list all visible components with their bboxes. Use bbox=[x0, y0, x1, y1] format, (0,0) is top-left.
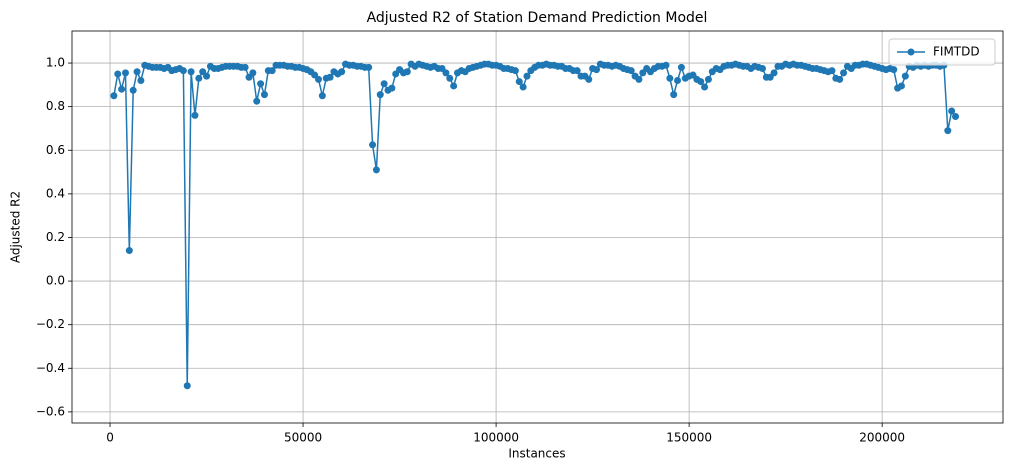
data-point bbox=[670, 91, 678, 99]
data-point bbox=[203, 72, 211, 80]
data-point bbox=[268, 67, 276, 75]
data-point bbox=[257, 80, 265, 88]
y-tick-label: 1.0 bbox=[46, 56, 65, 70]
data-point bbox=[365, 63, 373, 71]
data-point bbox=[585, 75, 593, 83]
x-tick-label: 200000 bbox=[859, 431, 905, 445]
x-tick-label: 100000 bbox=[473, 431, 519, 445]
data-point bbox=[677, 63, 685, 71]
y-tick-label: 0.0 bbox=[46, 274, 65, 288]
data-point bbox=[125, 247, 133, 255]
y-tick-label: 0.4 bbox=[46, 186, 65, 200]
data-point bbox=[179, 67, 187, 75]
data-point bbox=[836, 75, 844, 83]
data-point bbox=[191, 111, 199, 119]
chart-title: Adjusted R2 of Station Demand Prediction… bbox=[367, 10, 708, 26]
data-point bbox=[326, 73, 334, 81]
y-tick-label: 0.6 bbox=[46, 143, 65, 157]
data-point bbox=[770, 69, 778, 77]
data-point bbox=[253, 97, 261, 105]
legend-box bbox=[888, 38, 996, 66]
data-point bbox=[573, 67, 581, 75]
data-point bbox=[704, 75, 712, 83]
data-point bbox=[519, 83, 527, 91]
data-point bbox=[511, 67, 519, 75]
data-point bbox=[666, 74, 674, 82]
data-point bbox=[241, 63, 249, 71]
data-point bbox=[187, 68, 195, 76]
y-tick-label: −0.4 bbox=[36, 361, 65, 375]
data-point bbox=[183, 382, 191, 390]
data-point bbox=[627, 67, 635, 75]
data-point bbox=[129, 86, 137, 94]
data-point bbox=[315, 75, 323, 83]
legend-marker bbox=[907, 48, 915, 56]
data-point bbox=[249, 69, 257, 77]
data-point bbox=[758, 64, 766, 72]
data-point bbox=[828, 67, 836, 75]
data-point bbox=[944, 127, 952, 135]
data-point bbox=[118, 85, 126, 93]
data-point bbox=[388, 84, 396, 92]
data-point bbox=[446, 74, 454, 82]
data-point bbox=[442, 69, 450, 77]
y-tick-label: 0.2 bbox=[46, 230, 65, 244]
plot-frame bbox=[71, 30, 1004, 424]
x-tick-label: 0 bbox=[106, 431, 114, 445]
y-tick-label: 0.8 bbox=[46, 99, 65, 113]
data-point bbox=[635, 75, 643, 83]
data-point bbox=[369, 141, 377, 149]
data-point bbox=[697, 78, 705, 86]
data-point bbox=[318, 92, 326, 100]
data-point bbox=[133, 68, 141, 76]
x-axis-label: Instances bbox=[508, 447, 565, 461]
data-point bbox=[701, 83, 709, 91]
data-point bbox=[372, 166, 380, 174]
data-point bbox=[110, 92, 118, 100]
data-point bbox=[195, 74, 203, 82]
data-line bbox=[113, 63, 957, 386]
data-point bbox=[952, 112, 960, 120]
x-tick-label: 150000 bbox=[666, 431, 712, 445]
data-point bbox=[137, 76, 145, 84]
legend-label: FIMTDD bbox=[933, 45, 980, 59]
data-point bbox=[592, 66, 600, 74]
data-point bbox=[338, 68, 346, 76]
data-point bbox=[121, 69, 129, 77]
data-point bbox=[380, 80, 388, 88]
data-point bbox=[114, 70, 122, 78]
x-tick-label: 50000 bbox=[284, 431, 322, 445]
data-point bbox=[674, 76, 682, 84]
data-point bbox=[840, 69, 848, 77]
data-point bbox=[901, 72, 909, 80]
y-tick-label: −0.6 bbox=[36, 404, 65, 418]
data-point bbox=[890, 66, 898, 74]
legend: FIMTDD bbox=[888, 38, 996, 66]
data-point bbox=[897, 82, 905, 90]
data-point bbox=[260, 91, 268, 99]
data-point bbox=[450, 82, 458, 90]
data-point bbox=[523, 72, 531, 80]
data-point bbox=[948, 107, 956, 115]
data-point bbox=[403, 68, 411, 76]
data-point bbox=[515, 78, 523, 86]
data-point bbox=[376, 91, 384, 99]
data-point bbox=[662, 61, 670, 69]
y-tick-label: −0.2 bbox=[36, 317, 65, 331]
y-axis-label: Adjusted R2 bbox=[9, 191, 23, 263]
